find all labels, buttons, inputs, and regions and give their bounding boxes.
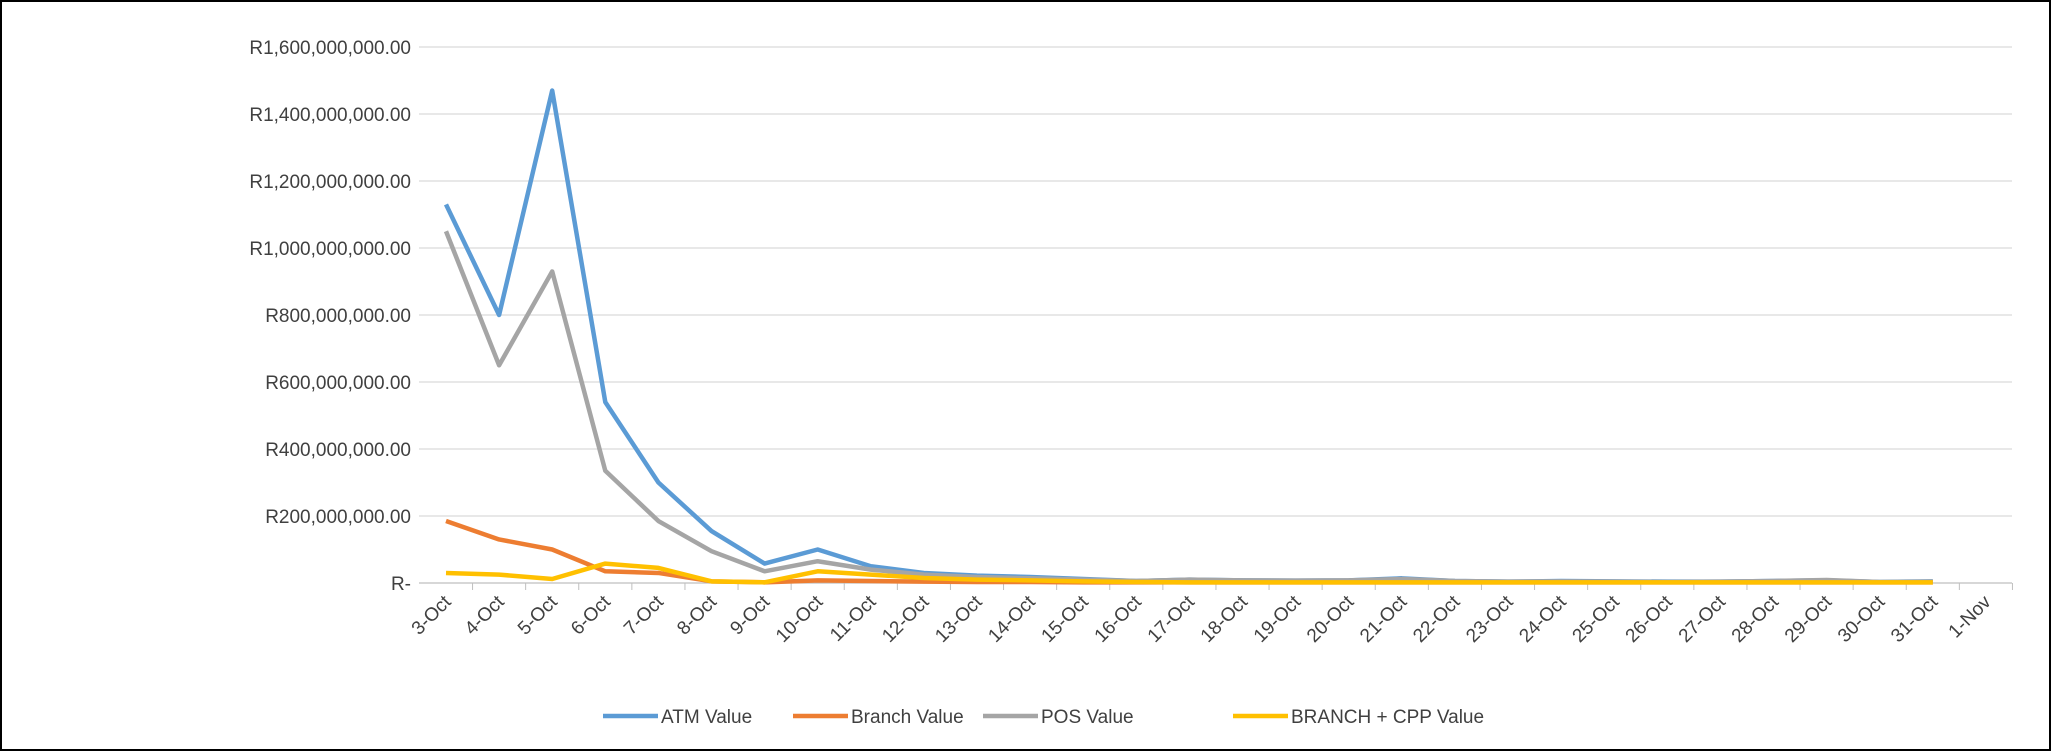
y-tick-label: R800,000,000.00: [265, 306, 411, 327]
x-tick-label: 22-Oct: [1409, 591, 1465, 647]
x-tick-label: 8-Oct: [673, 591, 721, 639]
x-tick-label: 21-Oct: [1356, 591, 1412, 647]
x-tick-label: 23-Oct: [1462, 591, 1518, 647]
x-tick-label: 7-Oct: [620, 591, 668, 639]
x-tick-label: 11-Oct: [826, 591, 881, 646]
legend-label: ATM Value: [661, 707, 752, 728]
x-tick-label: 17-Oct: [1144, 591, 1200, 647]
legend-label: BRANCH + CPP Value: [1291, 707, 1484, 728]
x-tick-label: 27-Oct: [1675, 591, 1731, 647]
x-tick-label: 3-Oct: [408, 591, 456, 639]
x-tick-label: 26-Oct: [1622, 591, 1678, 647]
x-tick-label: 25-Oct: [1569, 591, 1625, 647]
x-tick-label: 29-Oct: [1781, 591, 1837, 647]
x-tick-label: 16-Oct: [1091, 591, 1147, 647]
x-tick-label: 10-Oct: [772, 591, 828, 647]
x-tick-label: 20-Oct: [1303, 591, 1359, 647]
legend-label: POS Value: [1041, 707, 1134, 728]
y-tick-label: R1,400,000,000.00: [249, 105, 411, 126]
x-tick-label: 4-Oct: [461, 591, 509, 639]
x-tick-label: 5-Oct: [514, 591, 562, 639]
x-tick-label: 28-Oct: [1728, 591, 1784, 647]
y-tick-label: R400,000,000.00: [265, 440, 411, 461]
y-tick-label: R200,000,000.00: [265, 507, 411, 528]
x-tick-label: 24-Oct: [1515, 591, 1571, 647]
series-line: [445, 518, 1933, 585]
x-tick-label: 13-Oct: [931, 591, 987, 647]
x-tick-label: 14-Oct: [984, 591, 1040, 647]
x-tick-label: 31-Oct: [1887, 591, 1943, 647]
x-tick-label: 18-Oct: [1197, 591, 1253, 647]
legend-label: Branch Value: [851, 707, 964, 728]
series-line: [445, 561, 1933, 585]
x-tick-label: 30-Oct: [1834, 591, 1890, 647]
series-line: [443, 88, 1933, 585]
y-tick-label: R1,000,000,000.00: [249, 239, 411, 260]
x-tick-label: 6-Oct: [567, 591, 615, 639]
x-tick-label: 15-Oct: [1038, 591, 1094, 647]
y-tick-label: R600,000,000.00: [265, 373, 411, 394]
y-tick-label: R1,600,000,000.00: [249, 38, 411, 59]
y-tick-label: R-: [391, 574, 411, 595]
x-tick-label: 12-Oct: [878, 591, 934, 647]
x-tick-label: 19-Oct: [1250, 591, 1306, 647]
x-tick-label: 9-Oct: [726, 591, 774, 639]
y-tick-label: R1,200,000,000.00: [249, 172, 411, 193]
x-tick-label: 1-Nov: [1945, 591, 1996, 642]
series-line: [443, 230, 1933, 585]
